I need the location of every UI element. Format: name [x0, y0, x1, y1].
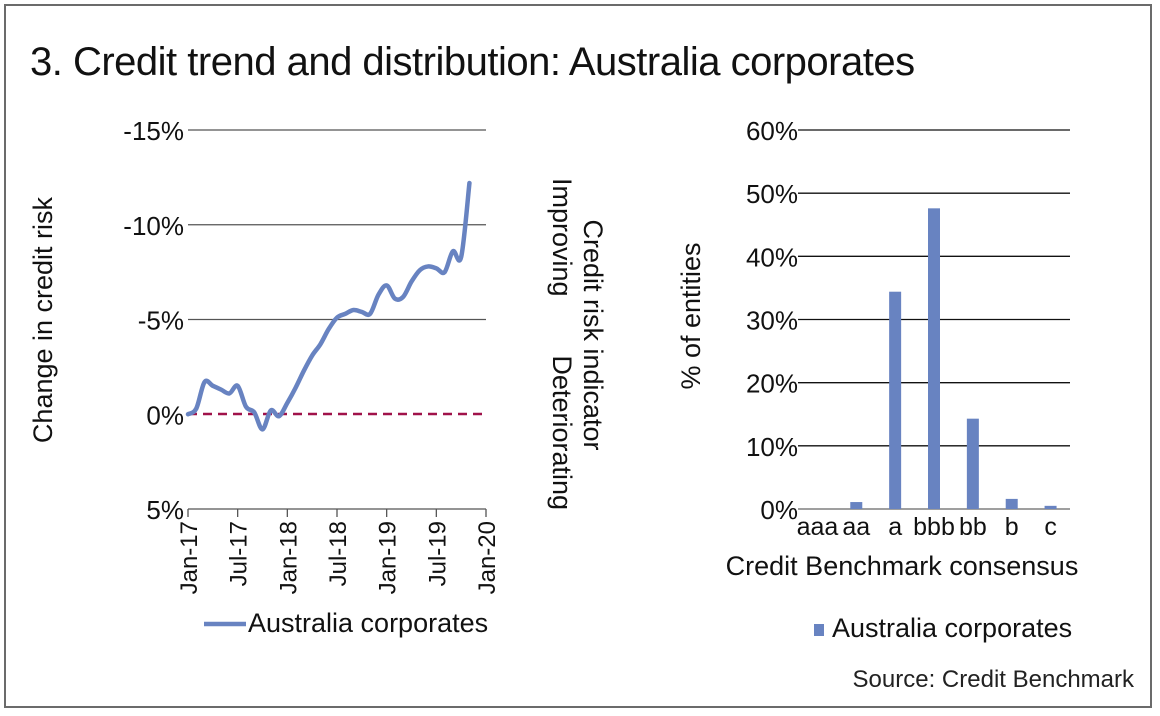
- y-axis-title: Change in credit risk: [28, 196, 58, 443]
- legend-bar-swatch: [814, 624, 824, 636]
- figure-title: 3. Credit trend and distribution: Austra…: [30, 40, 915, 84]
- y-tick-label: 20%: [746, 369, 798, 399]
- y-tick-label: 0%: [146, 400, 184, 430]
- x-tick-label: Jan-17: [176, 521, 203, 594]
- source-note: Source: Credit Benchmark: [852, 666, 1134, 693]
- chart-frame: [4, 4, 1152, 708]
- x-axis-title: Credit Benchmark consensus: [726, 551, 1079, 581]
- bar-a: [889, 291, 902, 509]
- x-tick-label: bb: [959, 513, 987, 541]
- x-tick-label: c: [1044, 513, 1057, 541]
- y-tick-label: -5%: [138, 306, 184, 336]
- bar-bb: [966, 418, 979, 509]
- x-tick-label: Jan-18: [275, 521, 302, 594]
- x-tick-label: a: [888, 513, 902, 541]
- y-tick-label: 10%: [746, 432, 798, 462]
- x-tick-label: bbb: [913, 513, 955, 541]
- bar-c: [1044, 505, 1057, 509]
- x-tick-label: aa: [842, 513, 870, 541]
- legend-label: Australia corporates: [248, 608, 488, 638]
- bar-aa: [850, 502, 863, 509]
- y-axis-title: % of entities: [676, 242, 706, 389]
- x-tick-label: Jul-19: [424, 521, 451, 586]
- x-tick-label: Jul-18: [325, 521, 352, 586]
- y-tick-label: 40%: [746, 242, 798, 272]
- bar-b: [1005, 498, 1018, 509]
- x-tick-label: Jan-20: [474, 521, 501, 594]
- x-tick-label: aaa: [797, 513, 839, 541]
- y-tick-label: -15%: [123, 116, 184, 146]
- x-tick-label: Jan-19: [375, 521, 402, 594]
- series-line-australia-corporates: [185, 180, 472, 432]
- y-tick-label: -10%: [123, 211, 184, 241]
- legend-label: Australia corporates: [832, 613, 1072, 643]
- x-tick-label: b: [1005, 513, 1019, 541]
- bar-bbb: [928, 208, 940, 509]
- right-label-line1: Credit risk indicator: [578, 219, 608, 450]
- right-label-deteriorating: Deteriorating: [547, 355, 577, 510]
- y-tick-label: 0%: [760, 495, 798, 525]
- y-tick-label: 30%: [746, 306, 798, 336]
- x-tick-label: Jul-17: [226, 521, 253, 586]
- y-tick-label: 60%: [746, 116, 798, 146]
- line-chart: -15% -10% -5% 0% 5% Jan-17 Jul-17 Jan-18 Jul-18…: [28, 116, 608, 638]
- right-label-improving: Improving: [547, 178, 577, 297]
- bar-chart: 0%10%20%30%40%50%60% aaa aa a bbb bb b c % of …: [676, 116, 1078, 643]
- y-tick-label: 50%: [746, 179, 798, 209]
- y-tick-label: 5%: [146, 495, 184, 525]
